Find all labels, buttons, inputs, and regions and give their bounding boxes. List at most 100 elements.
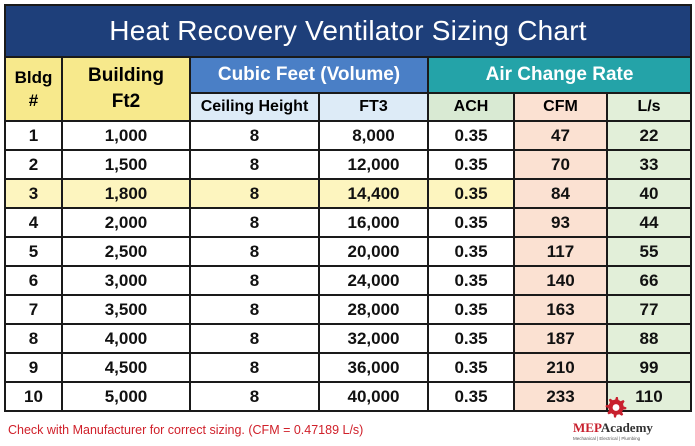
area-cell: 4,000 xyxy=(61,323,191,354)
ceiling-cell: 8 xyxy=(189,207,320,238)
table-row: 6 3,000 8 24,000 0.35 140 66 xyxy=(4,265,693,296)
bldg-cell: 2 xyxy=(4,149,63,180)
ft3-cell: 28,000 xyxy=(318,294,429,325)
ceiling-cell: 8 xyxy=(189,352,320,383)
area-cell: 1,500 xyxy=(61,149,191,180)
cfm-header: CFM xyxy=(513,92,608,122)
bldg-cell: 6 xyxy=(4,265,63,296)
ls-cell: 33 xyxy=(605,149,693,180)
cfm-cell: 233 xyxy=(513,381,608,412)
ls-header: L/s xyxy=(605,92,693,122)
logo-academy-text: Academy xyxy=(600,420,653,435)
ft3-cell: 36,000 xyxy=(318,352,429,383)
ach-cell: 0.35 xyxy=(427,236,515,267)
ceiling-cell: 8 xyxy=(189,323,320,354)
ls-cell: 44 xyxy=(605,207,693,238)
ach-cell: 0.35 xyxy=(427,323,515,354)
bldg-cell: 9 xyxy=(4,352,63,383)
ft3-cell: 32,000 xyxy=(318,323,429,354)
bldg-cell: 8 xyxy=(4,323,63,354)
area-cell: 2,500 xyxy=(61,236,191,267)
ft3-cell: 14,400 xyxy=(318,178,429,209)
ls-cell: 88 xyxy=(605,323,693,354)
highlighted-table-row: 3 1,800 8 14,400 0.35 84 40 xyxy=(4,178,693,209)
ach-cell: 0.35 xyxy=(427,178,515,209)
ach-cell: 0.35 xyxy=(427,265,515,296)
ft3-cell: 20,000 xyxy=(318,236,429,267)
ls-cell: 55 xyxy=(605,236,693,267)
table-row: 10 5,000 8 40,000 0.35 233 110 xyxy=(4,381,693,412)
cfm-cell: 210 xyxy=(513,352,608,383)
ach-cell: 0.35 xyxy=(427,294,515,325)
sizing-footnote: Check with Manufacturer for correct sizi… xyxy=(8,423,364,437)
table-row: 1 1,000 8 8,000 0.35 47 22 xyxy=(4,120,693,151)
bldg-header-line1: Bldg xyxy=(14,68,53,87)
ach-cell: 0.35 xyxy=(427,381,515,412)
ach-cell: 0.35 xyxy=(427,207,515,238)
ls-cell: 66 xyxy=(605,265,693,296)
bldg-header-line2: # xyxy=(28,91,39,110)
ls-cell: 22 xyxy=(605,120,693,151)
ceiling-cell: 8 xyxy=(189,236,320,267)
mep-academy-logo: MEPAcademy Mechanical | Electrical | Plu… xyxy=(573,397,655,442)
logo-tagline: Mechanical | Electrical | Plumbing xyxy=(573,436,641,441)
ceiling-cell: 8 xyxy=(189,178,320,209)
ach-cell: 0.35 xyxy=(427,149,515,180)
air-change-group-header: Air Change Rate xyxy=(426,56,693,94)
bldg-cell: 7 xyxy=(4,294,63,325)
ach-cell: 0.35 xyxy=(427,120,515,151)
area-cell: 5,000 xyxy=(61,381,191,412)
area-cell: 3,500 xyxy=(61,294,191,325)
bldg-cell: 3 xyxy=(4,178,63,209)
ceiling-cell: 8 xyxy=(189,294,320,325)
ach-cell: 0.35 xyxy=(427,352,515,383)
cfm-cell: 187 xyxy=(513,323,608,354)
cfm-cell: 140 xyxy=(513,265,608,296)
table-row: 5 2,500 8 20,000 0.35 117 55 xyxy=(4,236,693,267)
bldg-number-header: Bldg # xyxy=(4,56,63,122)
ls-cell: 40 xyxy=(605,178,693,209)
cfm-cell: 84 xyxy=(513,178,608,209)
bldg-cell: 5 xyxy=(4,236,63,267)
sizing-table: Heat Recovery Ventilator Sizing Chart Bl… xyxy=(3,4,693,412)
area-cell: 2,000 xyxy=(61,207,191,238)
cfm-cell: 70 xyxy=(513,149,608,180)
cfm-cell: 93 xyxy=(513,207,608,238)
ft3-cell: 12,000 xyxy=(318,149,429,180)
table-row: 4 2,000 8 16,000 0.35 93 44 xyxy=(4,207,693,238)
ls-cell: 77 xyxy=(605,294,693,325)
bldg-cell: 1 xyxy=(4,120,63,151)
cfm-cell: 163 xyxy=(513,294,608,325)
sizing-chart: Heat Recovery Ventilator Sizing Chart Bl… xyxy=(3,4,693,412)
cfm-cell: 47 xyxy=(513,120,608,151)
ceiling-height-header: Ceiling Height xyxy=(189,92,320,122)
table-row: 2 1,500 8 12,000 0.35 70 33 xyxy=(4,149,693,180)
table-row: 9 4,500 8 36,000 0.35 210 99 xyxy=(4,352,693,383)
ceiling-cell: 8 xyxy=(189,149,320,180)
ft3-cell: 40,000 xyxy=(318,381,429,412)
building-header-line1: Building xyxy=(88,65,164,86)
ceiling-cell: 8 xyxy=(189,120,320,151)
ft3-cell: 24,000 xyxy=(318,265,429,296)
ach-header: ACH xyxy=(427,92,515,122)
bldg-cell: 4 xyxy=(4,207,63,238)
ceiling-cell: 8 xyxy=(189,381,320,412)
chart-title: Heat Recovery Ventilator Sizing Chart xyxy=(3,4,693,58)
ceiling-cell: 8 xyxy=(189,265,320,296)
area-cell: 1,000 xyxy=(61,120,191,151)
table-row: 8 4,000 8 32,000 0.35 187 88 xyxy=(4,323,693,354)
table-body: 1 1,000 8 8,000 0.35 47 22 2 1,500 8 12,… xyxy=(4,120,693,412)
gear-icon xyxy=(605,397,627,418)
ft3-cell: 8,000 xyxy=(318,120,429,151)
cubic-feet-group-header: Cubic Feet (Volume) xyxy=(189,56,429,94)
area-cell: 1,800 xyxy=(61,178,191,209)
building-header-line2: Ft2 xyxy=(111,91,141,112)
building-area-header: Building Ft2 xyxy=(61,56,191,122)
ft3-cell: 16,000 xyxy=(318,207,429,238)
logo-mep-text: MEP xyxy=(573,420,601,435)
ft3-header: FT3 xyxy=(318,92,429,122)
ls-cell: 99 xyxy=(605,352,693,383)
cfm-cell: 117 xyxy=(513,236,608,267)
table-row: 7 3,500 8 28,000 0.35 163 77 xyxy=(4,294,693,325)
area-cell: 3,000 xyxy=(61,265,191,296)
